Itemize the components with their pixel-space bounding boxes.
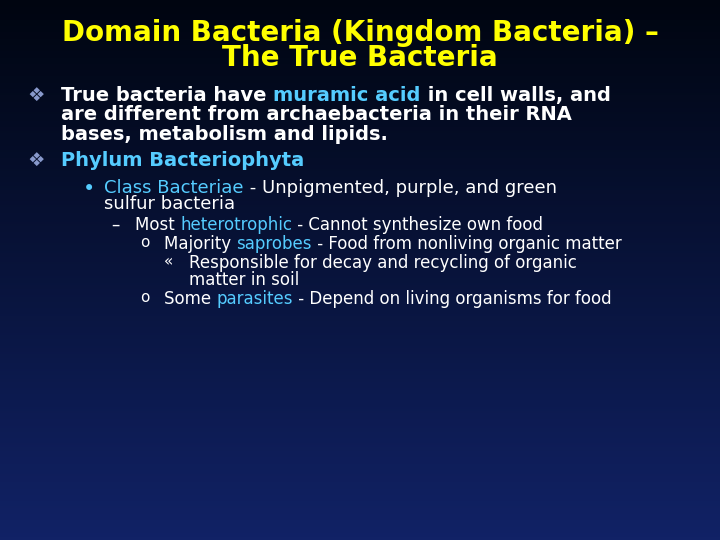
Text: Some: Some — [164, 290, 217, 308]
Text: - Cannot synthesize own food: - Cannot synthesize own food — [292, 216, 544, 234]
Text: –: – — [112, 216, 120, 234]
Text: •: • — [83, 179, 95, 199]
Text: Domain Bacteria (Kingdom Bacteria) –: Domain Bacteria (Kingdom Bacteria) – — [62, 19, 658, 47]
Text: bases, metabolism and lipids.: bases, metabolism and lipids. — [61, 125, 388, 144]
Text: Majority: Majority — [164, 235, 237, 253]
Text: are different from archaebacteria in their RNA: are different from archaebacteria in the… — [61, 105, 572, 125]
Text: in cell walls, and: in cell walls, and — [420, 86, 611, 105]
Text: saprobes: saprobes — [237, 235, 312, 253]
Text: ❖: ❖ — [27, 151, 45, 170]
Text: «: « — [164, 254, 174, 269]
Text: Responsible for decay and recycling of organic: Responsible for decay and recycling of o… — [189, 254, 577, 272]
Text: parasites: parasites — [217, 290, 293, 308]
Text: Phylum Bacteriophyta: Phylum Bacteriophyta — [61, 151, 305, 170]
Text: o: o — [140, 290, 150, 305]
Text: Most: Most — [135, 216, 181, 234]
Text: The True Bacteria: The True Bacteria — [222, 44, 498, 72]
Text: muramic acid: muramic acid — [274, 86, 420, 105]
Text: sulfur bacteria: sulfur bacteria — [104, 195, 235, 213]
Text: heterotrophic: heterotrophic — [181, 216, 292, 234]
Text: - Unpigmented, purple, and green: - Unpigmented, purple, and green — [244, 179, 557, 197]
Text: - Depend on living organisms for food: - Depend on living organisms for food — [293, 290, 612, 308]
Text: matter in soil: matter in soil — [189, 271, 299, 289]
Text: Class Bacteriae: Class Bacteriae — [104, 179, 244, 197]
Text: ❖: ❖ — [27, 86, 45, 105]
Text: True bacteria have: True bacteria have — [61, 86, 274, 105]
Text: - Food from nonliving organic matter: - Food from nonliving organic matter — [312, 235, 622, 253]
Text: o: o — [140, 235, 150, 251]
